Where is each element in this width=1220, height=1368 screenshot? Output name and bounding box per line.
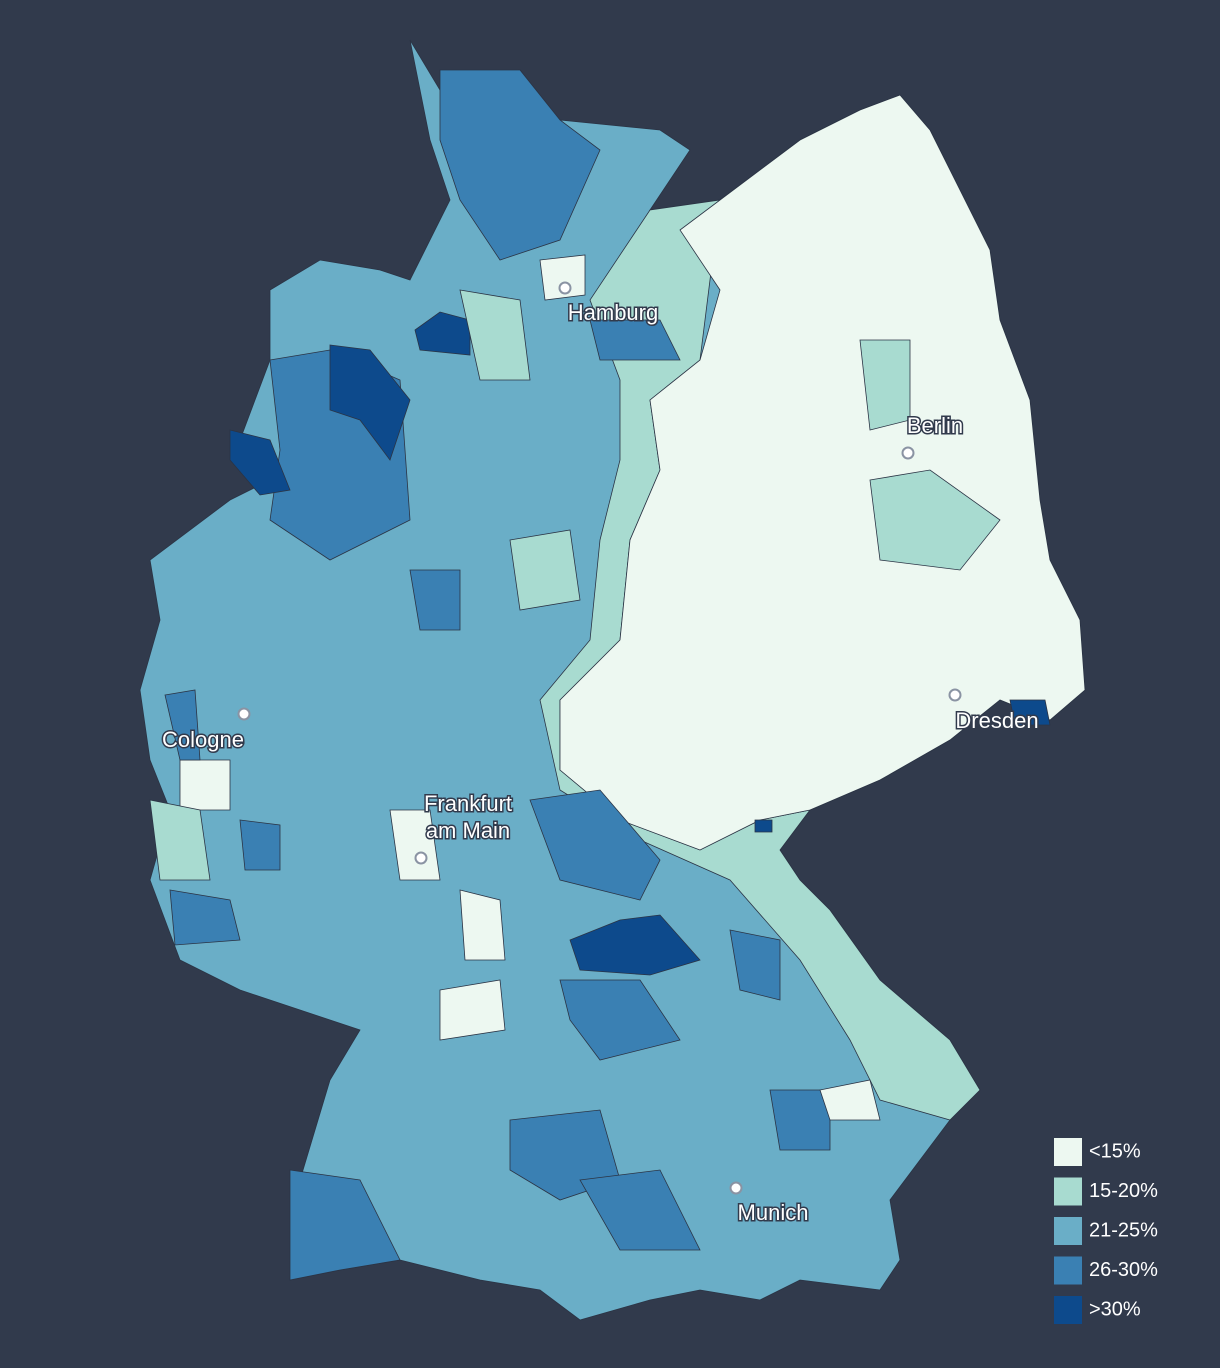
legend-swatch xyxy=(1054,1256,1082,1285)
district xyxy=(164,689,201,761)
legend-label: 21-25% xyxy=(1089,1219,1158,1241)
legend-swatch xyxy=(1054,1177,1082,1206)
district xyxy=(559,94,1086,851)
district xyxy=(579,1169,701,1251)
district xyxy=(169,889,241,946)
city-label: Cologne xyxy=(162,727,244,752)
legend-swatch xyxy=(1054,1217,1082,1245)
district xyxy=(589,319,681,361)
district xyxy=(569,914,701,976)
city-label: Dresden xyxy=(955,708,1038,733)
city-marker xyxy=(414,851,428,865)
district xyxy=(179,759,231,811)
district xyxy=(859,339,911,431)
city-label: Hamburg xyxy=(568,300,658,325)
regions xyxy=(139,39,1086,1321)
district xyxy=(819,1079,881,1121)
city-marker xyxy=(901,446,915,460)
district xyxy=(229,429,291,496)
district xyxy=(389,809,441,881)
legend-swatch xyxy=(1054,1296,1082,1324)
district xyxy=(289,1169,401,1281)
legend-swatch xyxy=(1054,1138,1082,1166)
district xyxy=(769,1089,831,1151)
district xyxy=(439,69,601,261)
district xyxy=(459,889,506,961)
city-label: Berlin xyxy=(907,413,963,438)
legend-label: <15% xyxy=(1089,1140,1141,1162)
district xyxy=(869,469,1001,571)
district xyxy=(539,254,586,301)
district xyxy=(459,289,531,381)
district xyxy=(529,789,661,901)
district xyxy=(754,819,773,833)
city-label: Frankfurt xyxy=(424,791,512,816)
district xyxy=(239,819,281,871)
district xyxy=(414,311,471,356)
district xyxy=(329,344,411,461)
legend-label: 15-20% xyxy=(1089,1180,1158,1202)
district xyxy=(149,799,211,881)
legend-label: 26-30% xyxy=(1089,1259,1158,1281)
district xyxy=(729,929,781,1001)
district xyxy=(509,529,581,611)
district xyxy=(409,569,461,631)
city-marker xyxy=(729,1181,743,1195)
city-marker xyxy=(948,688,962,702)
city-label: Munich xyxy=(738,1200,809,1225)
district xyxy=(559,979,681,1061)
city-label: am Main xyxy=(426,818,510,843)
legend: <15% 15-20% 21-25% 26-30% >30% xyxy=(1054,1138,1158,1324)
city-marker xyxy=(558,281,572,295)
city-marker xyxy=(237,707,251,721)
district xyxy=(1009,699,1051,726)
district xyxy=(439,979,506,1041)
legend-label: >30% xyxy=(1089,1298,1141,1320)
